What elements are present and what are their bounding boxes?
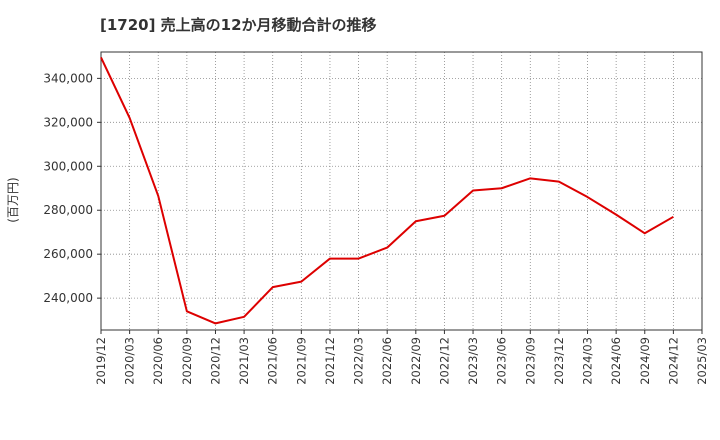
x-tick-label: 2021/12 bbox=[323, 337, 337, 385]
x-axis-ticks: 2019/12 2020/03 2020/06 2020/09 2020/12 2021/… bbox=[94, 330, 709, 385]
x-tick-label: 2022/12 bbox=[437, 337, 451, 385]
x-tick-label: 2024/06 bbox=[609, 337, 623, 385]
y-tick-label: 320,000 bbox=[43, 115, 93, 129]
x-tick-label: 2020/12 bbox=[208, 337, 222, 385]
x-tick-label: 2023/12 bbox=[552, 337, 566, 385]
x-tick-label: 2019/12 bbox=[94, 337, 108, 385]
y-tick-label: 300,000 bbox=[43, 159, 93, 173]
x-tick-label: 2024/09 bbox=[638, 337, 652, 385]
x-tick-label: 2022/03 bbox=[352, 337, 366, 385]
series-line bbox=[100, 57, 674, 325]
x-tick-label: 2020/03 bbox=[123, 337, 137, 385]
x-tick-label: 2022/09 bbox=[409, 337, 423, 385]
x-tick-label: 2023/03 bbox=[466, 337, 480, 385]
y-axis-ticks: 240,000 260,000 280,000 300,000 320,000 340,0… bbox=[43, 71, 101, 305]
x-tick-label: 2020/09 bbox=[180, 337, 194, 385]
y-tick-label: 240,000 bbox=[43, 291, 93, 305]
x-tick-label: 2025/03 bbox=[695, 337, 709, 385]
x-tick-label: 2021/09 bbox=[294, 337, 308, 385]
y-tick-label: 260,000 bbox=[43, 247, 93, 261]
x-tick-label: 2021/06 bbox=[266, 337, 280, 385]
x-tick-label: 2023/09 bbox=[523, 337, 537, 385]
series-layer bbox=[100, 57, 674, 325]
x-tick-label: 2023/06 bbox=[495, 337, 509, 385]
x-tick-label: 2024/12 bbox=[666, 337, 680, 385]
plot-frame bbox=[100, 51, 703, 331]
x-tick-label: 2020/06 bbox=[151, 337, 165, 385]
x-tick-label: 2024/03 bbox=[581, 337, 595, 385]
chart-title: [1720] 売上高の12か月移動合計の推移 bbox=[100, 16, 377, 34]
y-tick-label: 280,000 bbox=[43, 203, 93, 217]
x-tick-label: 2022/06 bbox=[380, 337, 394, 385]
y-tick-label: 340,000 bbox=[43, 71, 93, 85]
grid-lines bbox=[101, 52, 702, 330]
x-tick-label: 2021/03 bbox=[237, 337, 251, 385]
y-axis-label: (百万円) bbox=[6, 177, 20, 222]
